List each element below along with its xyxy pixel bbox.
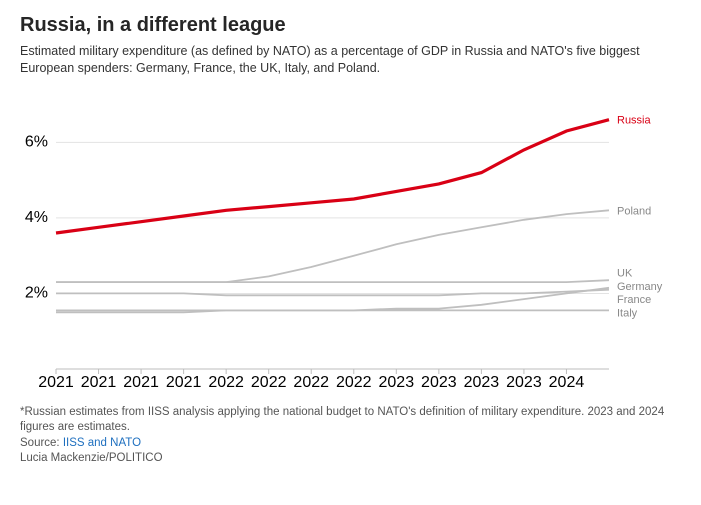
svg-text:2023: 2023	[464, 374, 500, 391]
svg-text:2022: 2022	[293, 374, 329, 391]
line-chart: 2% 4% 6% 2021 2021 2021 2021 2022 2022 2022 2022 20…	[20, 87, 681, 397]
svg-text:2021: 2021	[38, 374, 74, 391]
svg-text:2022: 2022	[251, 374, 287, 391]
svg-text:Russia: Russia	[617, 114, 652, 126]
svg-text:2021: 2021	[81, 374, 117, 391]
svg-text:UK: UK	[617, 267, 633, 279]
svg-text:6%: 6%	[25, 133, 48, 150]
chart-notes: *Russian estimates from IISS analysis ap…	[20, 405, 681, 467]
svg-text:4%: 4%	[25, 209, 48, 226]
svg-text:2022: 2022	[336, 374, 372, 391]
footnote-text: *Russian estimates from IISS analysis ap…	[20, 405, 681, 436]
svg-text:Poland: Poland	[617, 205, 651, 217]
svg-text:2023: 2023	[379, 374, 415, 391]
svg-text:2023: 2023	[421, 374, 457, 391]
svg-text:France: France	[617, 294, 651, 306]
svg-text:2022: 2022	[208, 374, 244, 391]
svg-text:Italy: Italy	[617, 307, 638, 319]
svg-text:2021: 2021	[166, 374, 202, 391]
byline-text: Lucia Mackenzie/POLITICO	[20, 451, 681, 467]
chart-title: Russia, in a different league	[20, 14, 681, 37]
svg-text:Germany: Germany	[617, 281, 663, 293]
source-link[interactable]: IISS and NATO	[63, 437, 141, 449]
svg-text:2023: 2023	[506, 374, 542, 391]
source-label: Source:	[20, 437, 60, 449]
svg-text:2024: 2024	[549, 374, 585, 391]
svg-text:2%: 2%	[25, 284, 48, 301]
svg-text:2021: 2021	[123, 374, 159, 391]
chart-subtitle: Estimated military expenditure (as defin…	[20, 43, 660, 77]
